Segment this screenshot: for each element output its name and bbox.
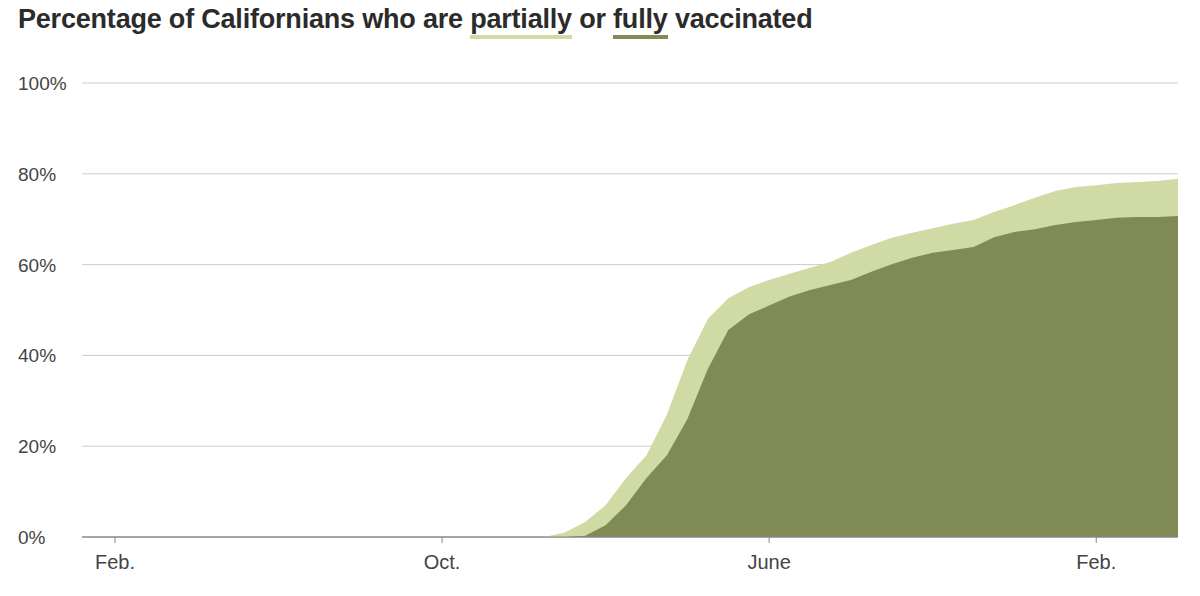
area-fully xyxy=(115,216,1178,537)
grid-line xyxy=(82,537,1178,538)
x-axis-line xyxy=(82,537,1178,538)
grid-line xyxy=(82,173,1178,174)
y-tick-label: 80% xyxy=(18,164,56,185)
x-tick xyxy=(115,537,116,543)
x-tick xyxy=(442,537,443,543)
x-tick-label: Feb. xyxy=(95,551,135,573)
x-tick-label: Feb. xyxy=(1076,551,1116,573)
y-tick-label: 60% xyxy=(18,255,56,276)
y-tick-label: 20% xyxy=(18,436,56,457)
y-tick-label: 100% xyxy=(18,73,67,94)
chart: 0% 20% 40% 60% 80% 100% Feb. Oct. June Feb. xyxy=(0,0,1200,596)
y-tick-label: 0% xyxy=(18,527,46,548)
y-tick-label: 40% xyxy=(18,345,56,366)
grid-line xyxy=(82,83,1178,84)
plot-area xyxy=(115,179,1178,537)
x-tick-label: June xyxy=(747,551,790,573)
grid xyxy=(82,83,1178,537)
legend-entry: fully xyxy=(613,4,668,39)
x-tick-label: Oct. xyxy=(424,551,461,573)
chart-title: Percentage of Californians who are parti… xyxy=(18,4,812,35)
legend-entry: partially xyxy=(470,4,572,39)
x-tick xyxy=(769,537,770,543)
area-partially xyxy=(115,179,1178,537)
x-tick xyxy=(1096,537,1097,543)
